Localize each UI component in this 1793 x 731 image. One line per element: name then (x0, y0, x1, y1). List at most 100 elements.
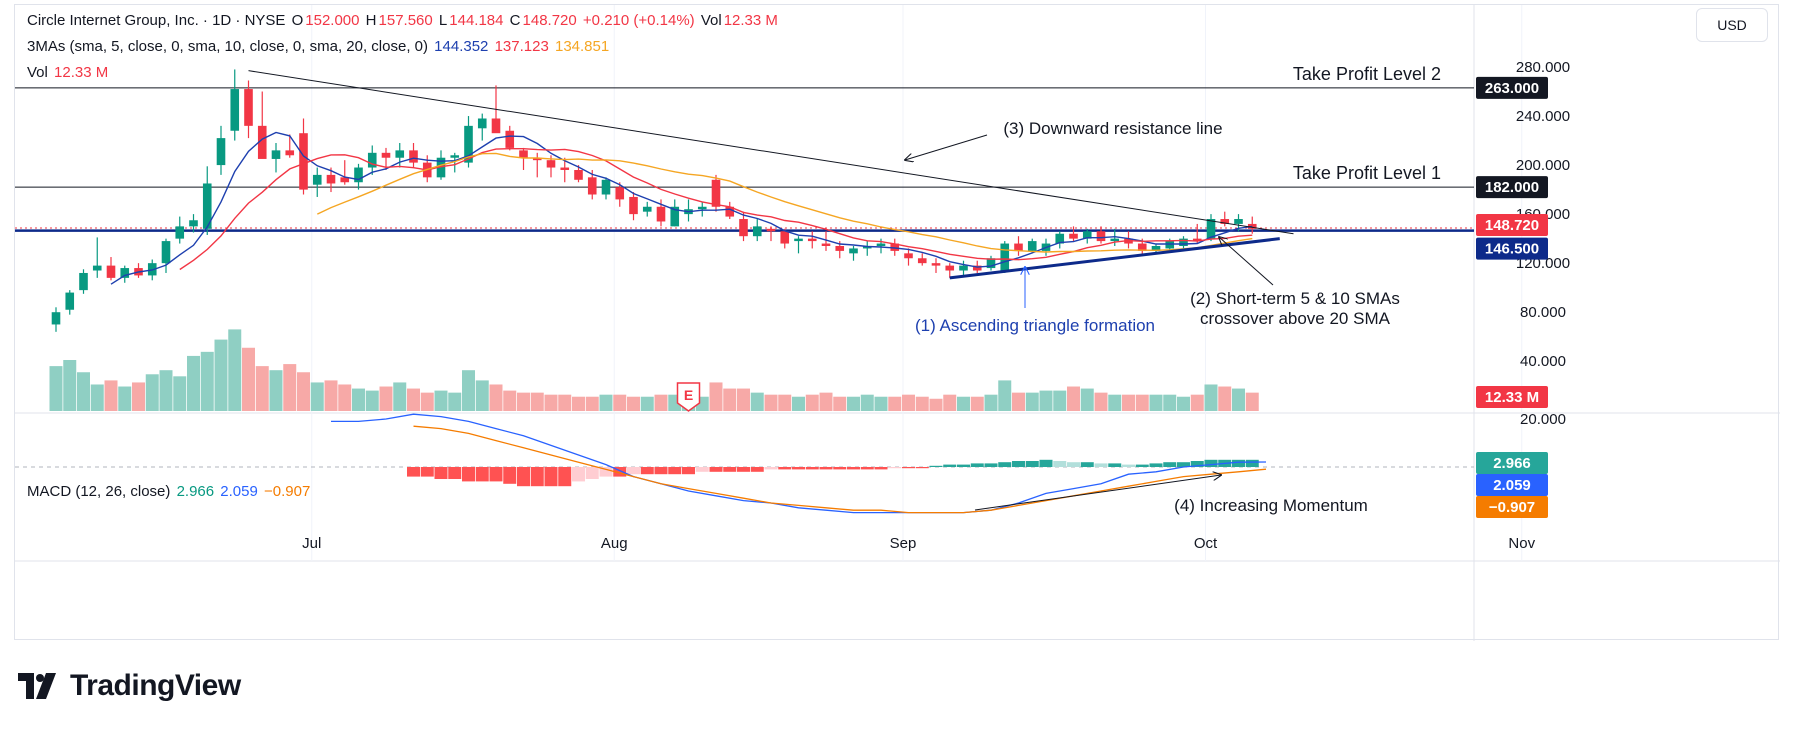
macd-histogram-bar (1204, 459, 1218, 467)
tradingview-logo[interactable]: TradingView (18, 666, 241, 706)
candle-body (546, 160, 556, 168)
close-label: C (509, 12, 521, 29)
price-chart[interactable]: Take Profit Level 2 Take Profit Level 1 (1… (15, 5, 1780, 641)
macd-signal-value: −0.907 (264, 483, 311, 500)
time-tick-label: Nov (1508, 535, 1535, 552)
macd-legend: MACD (12, 26, close) 2.966 2.059 −0.907 (27, 483, 312, 500)
volume-bar (310, 382, 324, 411)
tp1-price-badge: 182.000 (1485, 179, 1539, 196)
high-value: 157.560 (378, 12, 433, 29)
macd-histogram-bar (750, 467, 764, 472)
candle-body (945, 265, 955, 271)
volume-bar (297, 372, 310, 411)
volume-bar (750, 392, 764, 411)
macd-histogram-bar (1149, 463, 1163, 467)
candle-body (931, 263, 941, 266)
candle-body (904, 253, 913, 259)
candle-body (1179, 238, 1188, 246)
macd-histogram-bar (957, 464, 970, 467)
last-price-badge-bg (1476, 213, 1548, 236)
candle-body (1165, 241, 1175, 249)
annotation-arrow (905, 134, 988, 160)
macd-histogram-bar (1135, 464, 1149, 467)
macd-histogram-bar (929, 465, 943, 467)
candle-body (560, 167, 570, 170)
candle-body (51, 312, 61, 325)
candle-body (312, 174, 322, 185)
tp2-price-badge-bg (1476, 76, 1548, 99)
volume-bar (1108, 394, 1122, 411)
symbol-legend: Circle Internet Group, Inc. · 1D · NYSE … (27, 12, 780, 29)
macd-histogram-bar (860, 467, 874, 470)
macd-histogram-bar (902, 467, 915, 469)
candle-body (450, 155, 460, 158)
annotation-momentum: (4) Increasing Momentum (1174, 496, 1368, 515)
time-tick-label: Sep (890, 535, 917, 552)
price-tick-label: 280.000 (1516, 59, 1570, 76)
macd-histogram-bar (517, 467, 530, 487)
vol-row-value: 12.33 M (54, 64, 109, 81)
macd-signal-line (413, 425, 1267, 514)
macd-histogram-bar (1067, 462, 1080, 467)
price-tick-label: 40.000 (1520, 353, 1566, 370)
macd-histogram-bar (764, 467, 778, 470)
price-tick-label: 240.000 (1516, 108, 1570, 125)
macd-line-badge-bg (1476, 474, 1548, 496)
volume-bar (49, 366, 63, 411)
volume-bar (324, 380, 338, 411)
ma20-value: 134.851 (554, 38, 610, 55)
macd-histogram-bar (1025, 461, 1039, 467)
macd-histogram-bar (970, 463, 984, 467)
take-profit-label: Take Profit Level 1 (1293, 163, 1441, 183)
volume-bar (104, 380, 118, 411)
volume-bar (792, 396, 805, 411)
candle-body (766, 228, 776, 232)
volume-bar (805, 394, 819, 411)
candle-body (615, 187, 625, 200)
volume-bar (654, 394, 668, 411)
volume-bar (984, 394, 998, 411)
currency-selector[interactable]: USD (1696, 8, 1768, 42)
annotation-arrow (1219, 237, 1274, 286)
volume-bar (393, 382, 407, 411)
volume-bar (90, 384, 104, 411)
resistance-trendline (248, 70, 1294, 235)
volume-bar (338, 384, 352, 411)
volume-bar (778, 394, 792, 411)
candle-body (849, 248, 858, 254)
volume-bar (503, 390, 517, 411)
price-tick-label: 80.000 (1520, 304, 1566, 321)
volume-bar (1025, 392, 1039, 411)
volume-bar (448, 392, 462, 411)
sma-5-line (110, 131, 1253, 285)
macd-histogram-bar (585, 467, 599, 479)
candle-body (79, 272, 88, 291)
time-tick-label: Jul (302, 535, 321, 552)
candle-body (1151, 245, 1161, 251)
candle-body (175, 226, 185, 239)
macd-histogram-bar (1232, 459, 1245, 467)
volume-bar (77, 372, 90, 411)
candle-body (326, 174, 336, 184)
volume-bar (1135, 394, 1149, 411)
change-value: +0.210 (+0.14%) (582, 12, 695, 29)
candle-body (835, 245, 845, 251)
candle-body (601, 179, 611, 195)
time-tick-label: Aug (601, 535, 628, 552)
macd-histogram-bar (819, 467, 833, 470)
macd-hist-value: 2.966 (176, 483, 215, 500)
volume-bar (1245, 392, 1259, 411)
macd-histogram-bar (544, 467, 558, 487)
volume-badge-bg (1476, 386, 1548, 408)
volume-bar (173, 376, 187, 411)
macd-histogram-bar (475, 467, 489, 482)
volume-bar (1012, 392, 1025, 411)
macd-histogram-bar (572, 467, 585, 482)
time-tick-label: Oct (1194, 535, 1218, 552)
volume-bar (462, 370, 475, 411)
candle-body (1192, 238, 1202, 242)
candle-body (1234, 219, 1243, 224)
macd-histogram-bar (984, 463, 998, 467)
tp1-price-badge-bg (1476, 176, 1548, 199)
candle-body (574, 169, 583, 180)
